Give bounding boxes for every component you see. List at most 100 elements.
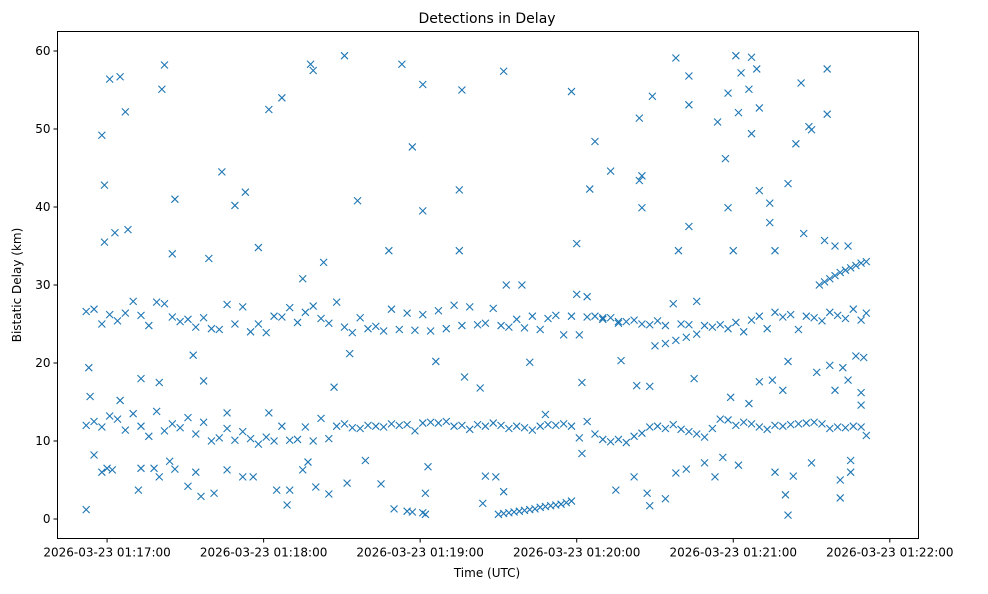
data-point bbox=[82, 421, 91, 430]
data-point bbox=[737, 68, 745, 77]
y-tick-label: 20 bbox=[35, 356, 50, 370]
data-point bbox=[862, 257, 871, 266]
data-point bbox=[262, 433, 271, 441]
data-point bbox=[450, 301, 458, 310]
data-point bbox=[168, 313, 177, 321]
data-point bbox=[661, 424, 670, 433]
data-point bbox=[794, 325, 803, 334]
series-lower-band bbox=[82, 407, 871, 449]
data-point bbox=[418, 419, 427, 427]
data-point bbox=[781, 490, 790, 499]
plot-frame bbox=[57, 31, 919, 539]
data-point bbox=[578, 449, 586, 458]
data-point bbox=[356, 313, 365, 322]
data-point bbox=[113, 316, 122, 325]
data-point bbox=[270, 312, 278, 321]
data-point bbox=[825, 424, 834, 433]
y-tick-label: 10 bbox=[35, 434, 50, 448]
data-point bbox=[755, 186, 764, 195]
data-point bbox=[398, 60, 406, 69]
data-point bbox=[90, 451, 98, 459]
data-point bbox=[264, 105, 273, 114]
data-point bbox=[90, 305, 98, 314]
data-point bbox=[395, 325, 404, 334]
data-point bbox=[661, 494, 670, 503]
data-point bbox=[304, 458, 312, 466]
data-point bbox=[614, 435, 623, 444]
data-point bbox=[778, 386, 787, 395]
data-point bbox=[264, 409, 273, 417]
data-point bbox=[711, 472, 719, 481]
data-point bbox=[567, 312, 576, 321]
data-point bbox=[345, 349, 354, 358]
data-point bbox=[497, 421, 505, 430]
data-point bbox=[789, 472, 798, 480]
data-point bbox=[784, 357, 792, 366]
data-point bbox=[747, 419, 756, 428]
data-point bbox=[614, 317, 623, 326]
data-point bbox=[844, 242, 852, 250]
data-point bbox=[606, 167, 615, 176]
data-point bbox=[645, 382, 654, 391]
data-point bbox=[572, 239, 581, 248]
data-point bbox=[747, 53, 756, 62]
data-point bbox=[191, 468, 200, 477]
data-point bbox=[731, 318, 740, 327]
data-point bbox=[643, 489, 652, 498]
data-point bbox=[476, 384, 485, 392]
data-point bbox=[215, 325, 224, 334]
data-point bbox=[171, 195, 179, 204]
data-point bbox=[797, 79, 805, 87]
data-point bbox=[155, 472, 164, 481]
data-point bbox=[504, 323, 513, 332]
data-point bbox=[491, 472, 500, 481]
data-point bbox=[231, 201, 239, 210]
data-point bbox=[434, 306, 443, 315]
data-point bbox=[512, 315, 521, 324]
data-point bbox=[160, 61, 169, 69]
data-point bbox=[771, 421, 779, 430]
data-point bbox=[387, 419, 396, 428]
data-point bbox=[661, 321, 670, 330]
data-point bbox=[442, 324, 451, 333]
data-point bbox=[575, 433, 584, 442]
data-point bbox=[217, 168, 226, 176]
data-point bbox=[176, 317, 185, 326]
data-point bbox=[215, 433, 224, 442]
data-point bbox=[238, 302, 247, 311]
data-point bbox=[825, 361, 834, 370]
data-point bbox=[379, 423, 388, 431]
data-point bbox=[721, 154, 730, 163]
data-point bbox=[551, 421, 560, 430]
series-rising-track-high bbox=[815, 257, 871, 289]
data-point bbox=[700, 321, 709, 330]
data-point bbox=[426, 327, 435, 335]
series-outliers-low bbox=[90, 449, 855, 519]
data-point bbox=[831, 271, 839, 280]
data-point bbox=[223, 300, 231, 309]
data-point bbox=[390, 504, 398, 513]
data-point bbox=[818, 316, 826, 325]
data-point bbox=[512, 422, 521, 431]
data-point bbox=[559, 331, 568, 339]
data-point bbox=[241, 188, 250, 197]
data-point bbox=[653, 316, 662, 325]
data-point bbox=[606, 437, 615, 446]
data-point bbox=[718, 453, 727, 462]
data-point bbox=[231, 436, 239, 445]
data-point bbox=[408, 508, 417, 516]
data-point bbox=[171, 465, 179, 473]
data-point bbox=[700, 433, 709, 441]
data-point bbox=[815, 281, 824, 289]
data-point bbox=[752, 65, 761, 73]
data-point bbox=[504, 424, 513, 433]
data-point bbox=[825, 308, 834, 317]
data-point bbox=[638, 203, 646, 212]
data-point bbox=[238, 472, 247, 481]
data-point bbox=[353, 196, 362, 205]
data-point bbox=[129, 297, 138, 306]
data-point bbox=[771, 468, 779, 477]
data-point bbox=[833, 423, 842, 431]
data-point bbox=[460, 373, 469, 381]
data-point bbox=[343, 479, 351, 488]
